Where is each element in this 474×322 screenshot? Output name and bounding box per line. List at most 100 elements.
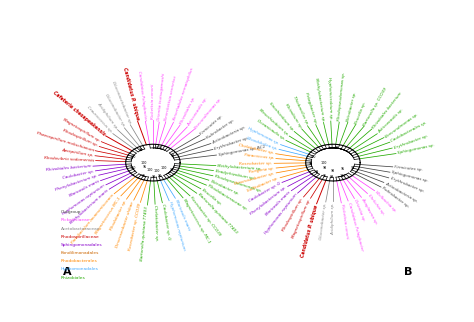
Text: Nitrobacter sp.: Nitrobacter sp. (210, 179, 239, 195)
Text: Rhizobiales sp.: Rhizobiales sp. (179, 96, 196, 125)
Text: Magnetococcus sp. MC-1: Magnetococcus sp. MC-1 (182, 198, 211, 244)
Text: 98: 98 (152, 175, 156, 179)
Text: Candidatus P. ubique: Candidatus P. ubique (300, 204, 319, 258)
Text: 98: 98 (158, 175, 162, 178)
Text: Maricaulis maris: Maricaulis maris (174, 199, 191, 231)
Text: Orientia tsutsugamushi: Orientia tsutsugamushi (157, 73, 166, 121)
Text: Gluconobacter sp.: Gluconobacter sp. (319, 203, 328, 241)
Text: 100: 100 (154, 169, 160, 173)
Text: Oceanicaulis sp.: Oceanicaulis sp. (256, 119, 286, 141)
Text: Rhodopseudomonas sp.: Rhodopseudomonas sp. (214, 174, 262, 193)
Text: 98: 98 (323, 166, 328, 170)
Text: 100: 100 (146, 168, 153, 172)
Text: Bartonella quintana T7403: Bartonella quintana T7403 (140, 206, 149, 261)
Text: 95: 95 (309, 162, 313, 166)
Text: Rhodospirillum sp.: Rhodospirillum sp. (62, 129, 99, 148)
Text: Hyphomonas neptunium: Hyphomonas neptunium (264, 193, 298, 235)
Text: Brucella sp.: Brucella sp. (354, 101, 367, 125)
Text: Rhodospirillaceae: Rhodospirillaceae (61, 235, 100, 239)
Text: 98: 98 (169, 168, 173, 172)
Text: A: A (63, 267, 72, 277)
Text: Ruegeria sp.: Ruegeria sp. (249, 166, 274, 174)
Text: Sinorhizobium sp.: Sinorhizobium sp. (268, 101, 295, 132)
Text: Sphingomonas sp.: Sphingomonas sp. (397, 144, 435, 155)
Text: Caulobacter sp. G: Caulobacter sp. G (248, 181, 282, 203)
Text: Brucella sp.: Brucella sp. (201, 188, 222, 206)
Text: Bartonella sp. CCO39: Bartonella sp. CCO39 (363, 87, 388, 127)
Text: Orientia sp.: Orientia sp. (353, 199, 366, 223)
Text: Maricaulis maris: Maricaulis maris (68, 179, 100, 198)
Text: 100: 100 (140, 161, 147, 165)
Text: Rhizobiales bacterium: Rhizobiales bacterium (371, 91, 402, 129)
Text: Bartonella quintana T7403: Bartonella quintana T7403 (197, 193, 237, 235)
Text: Phenylobacterium sp.: Phenylobacterium sp. (54, 174, 98, 192)
Text: Asticcacaulis sp.: Asticcacaulis sp. (187, 97, 208, 127)
Text: Dinoroseobacter shibae: Dinoroseobacter shibae (116, 201, 135, 248)
Text: 100: 100 (129, 156, 136, 159)
Text: 99: 99 (314, 170, 319, 174)
Text: Ehrlichia sp.: Ehrlichia sp. (367, 193, 385, 216)
Text: Rhodobacterales: Rhodobacterales (61, 259, 98, 263)
Text: Acidiphilium sp.: Acidiphilium sp. (331, 203, 335, 235)
Text: 91: 91 (351, 166, 356, 170)
Text: Rhodobacter sp.: Rhodobacter sp. (109, 199, 128, 231)
Text: Rickettsiaeae: Rickettsiaeae (61, 218, 91, 223)
Text: 95: 95 (340, 167, 345, 171)
Text: Parvibaculum lavamentivorans: Parvibaculum lavamentivorans (71, 194, 115, 245)
Text: 100: 100 (310, 155, 316, 159)
Text: Outgroup: Outgroup (61, 210, 82, 214)
Text: Rhodopseudomonas sp.: Rhodopseudomonas sp. (337, 72, 346, 121)
Text: Rhodovibrio sodomensis: Rhodovibrio sodomensis (44, 156, 94, 163)
Text: Magnetospirillum sp.: Magnetospirillum sp. (62, 117, 101, 143)
Text: Candidatus Pelagibacter: Candidatus Pelagibacter (346, 202, 364, 251)
Text: Rubrobacter sp.: Rubrobacter sp. (206, 118, 235, 140)
Text: Caulobacter sp. G: Caulobacter sp. G (161, 204, 170, 241)
Text: 98: 98 (331, 169, 335, 173)
Text: Magnetospirillum sp.: Magnetospirillum sp. (292, 199, 312, 240)
Text: Actinobacteria sp.: Actinobacteria sp. (211, 125, 247, 145)
Text: Chelatobacter sp.: Chelatobacter sp. (153, 205, 158, 242)
Text: 98: 98 (139, 148, 143, 152)
Text: Brevundimonas sp.: Brevundimonas sp. (194, 97, 222, 130)
Text: Acetobacteraceae: Acetobacteraceae (61, 227, 100, 231)
Text: Firmicutes sp.: Firmicutes sp. (200, 114, 224, 136)
Text: Cafeteria chesapeakensis: Cafeteria chesapeakensis (52, 90, 106, 137)
Text: Hyphomonas neptunium: Hyphomonas neptunium (168, 201, 185, 251)
Text: Woodsholea sp.: Woodsholea sp. (246, 136, 278, 151)
Text: Dinoroseobacter sp.: Dinoroseobacter sp. (234, 171, 275, 186)
Text: Maricaulis maris: Maricaulis maris (265, 190, 292, 216)
Text: Methylobacterium maris: Methylobacterium maris (69, 188, 109, 225)
Text: Chelatobacter sp.: Chelatobacter sp. (238, 143, 274, 156)
Text: Sulfitobacter sp.: Sulfitobacter sp. (247, 176, 279, 193)
Text: Rhodospirillum sp.: Rhodospirillum sp. (282, 197, 304, 232)
Text: Rhizobiales bacterium: Rhizobiales bacterium (46, 164, 91, 172)
Text: Sphingomonas sp.: Sphingomonas sp. (391, 171, 429, 184)
Text: Neorckettsia sennetsu: Neorckettsia sennetsu (164, 75, 178, 121)
Text: 100: 100 (130, 166, 136, 170)
Text: Brevundimonas sp.: Brevundimonas sp. (384, 112, 419, 138)
Text: Paracoccus sp.: Paracoccus sp. (244, 153, 274, 160)
Text: Wolbachia sp.: Wolbachia sp. (374, 190, 397, 213)
Text: Phaeospirillum molischianum: Phaeospirillum molischianum (36, 131, 94, 152)
Text: Candidatus P. ubique: Candidatus P. ubique (122, 67, 140, 121)
Text: Azospirillum sp.: Azospirillum sp. (61, 148, 94, 157)
Text: Erythrobacter sp.: Erythrobacter sp. (214, 136, 249, 151)
Text: 100: 100 (161, 166, 167, 170)
Text: 100: 100 (156, 147, 162, 150)
Text: Erythrobacter sp.: Erythrobacter sp. (393, 134, 428, 149)
Text: 95: 95 (322, 174, 327, 178)
Text: Acidiphilium sp.: Acidiphilium sp. (96, 101, 118, 130)
Text: Methylobacterium sp.: Methylobacterium sp. (218, 164, 262, 171)
Text: Methylobacterium sp.: Methylobacterium sp. (314, 77, 325, 122)
Text: Anaplasma sp.: Anaplasma sp. (361, 197, 379, 226)
Text: Gluconacetobacter sp.: Gluconacetobacter sp. (110, 80, 132, 125)
Text: Caulobacter sp.: Caulobacter sp. (62, 169, 94, 180)
Text: Sphingomonas sp. AC1: Sphingomonas sp. AC1 (218, 145, 265, 157)
Text: Nitrobacter sp.: Nitrobacter sp. (346, 91, 357, 122)
Text: Hyphomonas sp.: Hyphomonas sp. (247, 127, 280, 146)
Text: 99: 99 (171, 154, 174, 158)
Text: Roseobacter sp.: Roseobacter sp. (239, 161, 273, 166)
Text: Hyphomonas neptunium: Hyphomonas neptunium (62, 184, 106, 216)
Text: 99: 99 (329, 175, 334, 179)
Text: Rhodobacteraceae sp.: Rhodobacteraceae sp. (207, 184, 248, 212)
